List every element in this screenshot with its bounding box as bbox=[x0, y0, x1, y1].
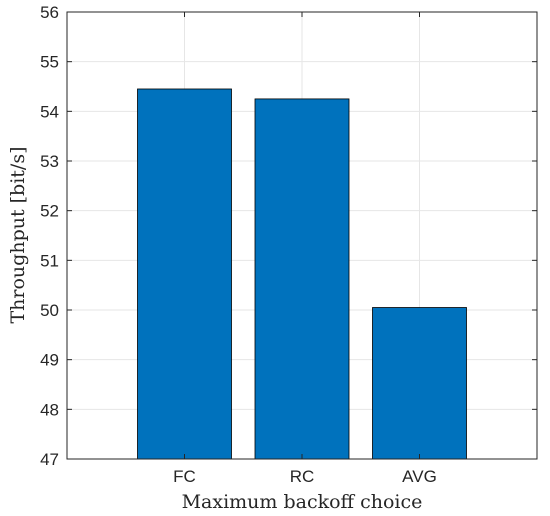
bar-rc bbox=[254, 98, 350, 460]
y-tick-label: 53 bbox=[40, 152, 59, 171]
y-tick-label: 47 bbox=[40, 450, 59, 469]
y-tick-label: 55 bbox=[40, 53, 59, 72]
x-tick-label: FC bbox=[173, 467, 196, 486]
y-axis-ticks: 47 48 49 50 51 52 53 54 55 56 bbox=[40, 3, 537, 469]
bar-avg bbox=[372, 307, 467, 460]
y-tick-label: 54 bbox=[40, 102, 59, 121]
y-tick-label: 52 bbox=[40, 202, 59, 221]
x-axis-ticks: FC RC AVG bbox=[173, 12, 437, 486]
bar-fc bbox=[137, 88, 232, 460]
y-tick-label: 51 bbox=[40, 251, 59, 270]
x-axis-label: Maximum backoff choice bbox=[182, 491, 423, 513]
y-axis-label: Throughput [bit/s] bbox=[7, 147, 29, 324]
x-tick-label: AVG bbox=[402, 467, 437, 486]
y-tick-label: 49 bbox=[40, 351, 59, 370]
bars bbox=[137, 88, 467, 460]
y-tick-label: 48 bbox=[40, 400, 59, 419]
y-tick-label: 50 bbox=[40, 301, 59, 320]
x-tick-label: RC bbox=[290, 467, 315, 486]
y-tick-label: 56 bbox=[40, 3, 59, 22]
